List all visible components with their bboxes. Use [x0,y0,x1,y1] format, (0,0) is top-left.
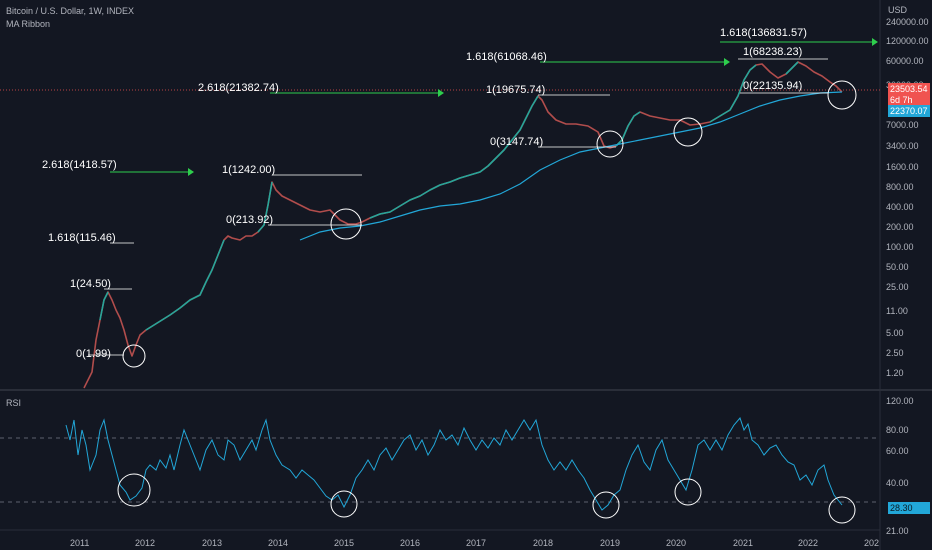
rsi-line [65,417,843,511]
fib-label: 1(68238.23) [743,46,802,58]
fib-label: 1(19675.74) [486,84,545,96]
last-price-tag: 23503.54 [888,83,930,95]
arrowhead [872,38,878,46]
time-tick: 2016 [400,538,421,548]
rsi-highlight-circle [330,490,358,518]
price-tick: 100.00 [886,242,914,252]
time-tick: 2021 [733,538,754,548]
rsi-highlight-circle [828,496,856,524]
countdown-tag: 6d 7h [888,94,930,106]
rsi-tick: 120.00 [886,396,914,406]
time-tick: 2020 [666,538,687,548]
time-tick: 2022 [798,538,819,548]
price-tick: 120000.00 [886,36,929,46]
price-tick: 50.00 [886,262,909,272]
highlight-circle [673,117,703,147]
highlight-circle [330,208,362,240]
fib-label: 1.618(115.46) [48,232,116,244]
rsi-tick: 60.00 [886,446,909,456]
fib-label: 2.618(1418.57) [42,159,117,171]
rsi-highlight-circle [674,478,702,506]
time-tick: 2011 [70,538,90,548]
ma-value-tag: 22370.07 [888,105,930,117]
rsi-highlight-circle [592,491,620,519]
fib-label: 2.618(21382.74) [198,82,279,94]
fib-label: 0(1.99) [76,348,111,360]
fib-label: 1(24.50) [70,278,111,290]
time-tick: 2013 [202,538,223,548]
highlight-circle [596,130,624,158]
highlight-circle [122,344,146,368]
time-tick: 2017 [466,538,487,548]
price-tick: 2.50 [886,348,904,358]
ma-ribbon-line [299,91,843,241]
time-tick: 2014 [268,538,289,548]
price-tick: 5.00 [886,328,904,338]
price-tick: 60000.00 [886,56,924,66]
time-tick: 202 [864,538,880,548]
rsi-highlight-circle [117,473,151,507]
price-tick: 3400.00 [886,141,919,151]
price-tick: 7000.00 [886,120,919,130]
rsi-tick: 21.00 [886,526,909,536]
price-tick: 400.00 [886,202,914,212]
fib-label: 1.618(136831.57) [720,27,807,39]
symbol-title[interactable]: Bitcoin / U.S. Dollar, 1W, INDEX [6,6,135,16]
price-tick: 240000.00 [886,17,929,27]
indicator-label-rsi[interactable]: RSI [6,398,22,408]
fib-label: 0(22135.94) [743,80,802,92]
price-tick: 200.00 [886,222,914,232]
time-tick: 2012 [135,538,156,548]
arrowhead [188,168,194,176]
fib-label: 0(213.92) [226,214,273,226]
price-tick: 1.20 [886,368,904,378]
time-tick: 2019 [600,538,621,548]
price-tick: 25.00 [886,282,909,292]
arrowhead [724,58,730,66]
price-tick: 800.00 [886,182,914,192]
fib-label: 1.618(61068.46) [466,51,547,63]
fib-label: 1(1242.00) [222,164,275,176]
price-tick: 11.00 [886,306,908,316]
fib-label: 0(3147.74) [490,136,543,148]
rsi-value-tag: 28.30 [888,502,930,514]
price-tick: 1600.00 [886,162,919,172]
indicator-label-ma-ribbon[interactable]: MA Ribbon [6,19,51,29]
rsi-tick: 80.00 [886,425,909,435]
price-series-up-overlay [99,61,799,331]
highlight-circle [827,80,857,110]
currency-label: USD [888,5,908,15]
time-tick: 2015 [334,538,355,548]
rsi-tick: 40.00 [886,478,909,488]
arrowhead [438,89,444,97]
time-tick: 2018 [533,538,554,548]
